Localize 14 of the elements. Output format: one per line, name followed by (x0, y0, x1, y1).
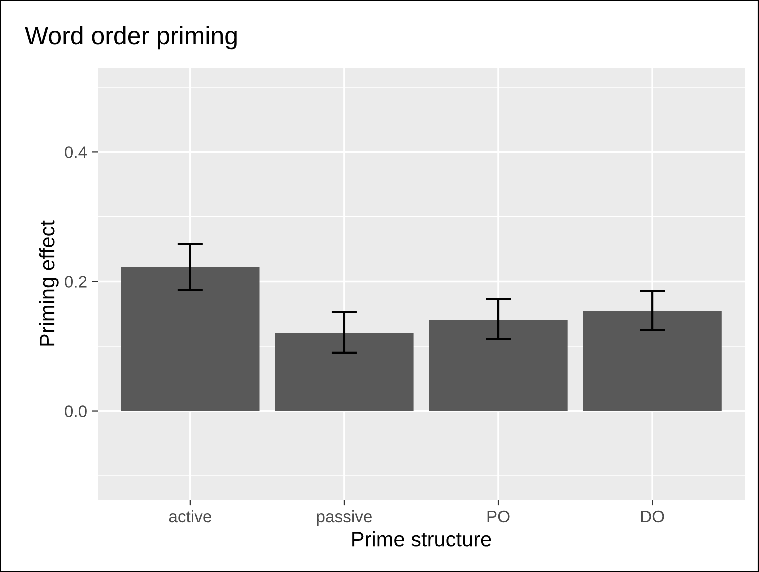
bar (583, 312, 722, 412)
chart-title: Word order priming (25, 26, 237, 50)
y-axis-title: Priming effect (39, 220, 59, 346)
x-tick-label: DO (641, 510, 664, 523)
bar (429, 320, 568, 412)
x-tick-label: passive (317, 510, 372, 526)
y-tick-label: 0.2 (65, 276, 87, 288)
y-tick-label: 0.4 (65, 146, 88, 158)
x-tick-label: active (169, 510, 212, 523)
bar (121, 267, 260, 412)
bar (275, 334, 414, 412)
y-tick-label: 0.0 (65, 406, 87, 418)
x-axis-title: Prime structure (352, 532, 492, 547)
x-tick-label: PO (488, 510, 510, 523)
